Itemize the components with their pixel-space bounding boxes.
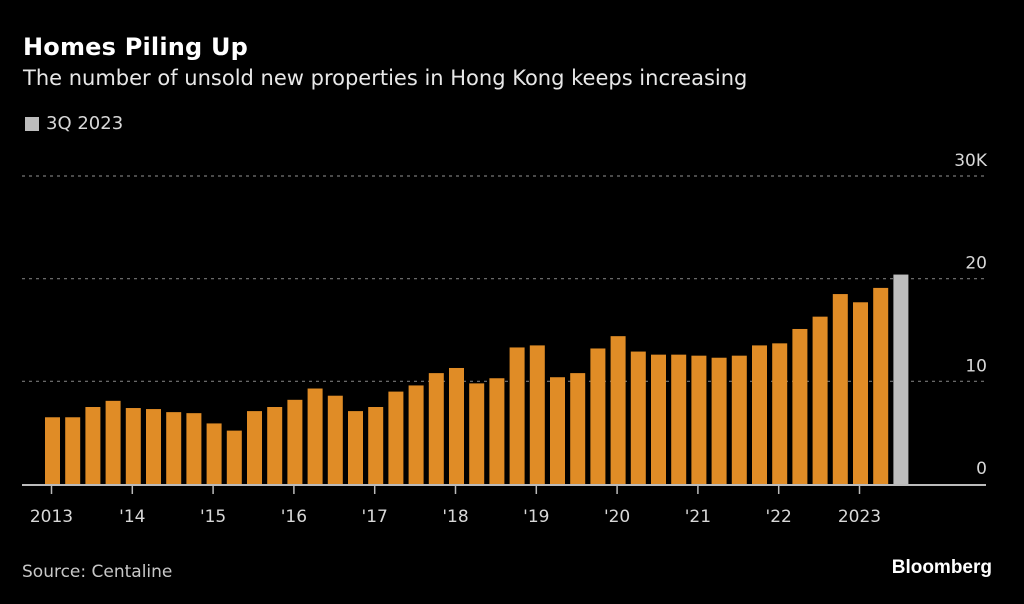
bar [550,377,565,484]
bar [590,348,606,484]
bar [772,343,788,484]
bar [226,430,242,484]
x-tick-label: '17 [362,507,388,527]
bar [792,328,808,484]
x-axis: 2013 '14 '15 '16 '17 '18 '19 '20 '21 '22 2023 [22,484,986,527]
bar-highlight [893,274,909,484]
bar [327,395,343,484]
bar [287,399,303,484]
bar [853,302,868,484]
bar [166,412,182,484]
x-tick-label: '19 [523,507,549,527]
bar [529,345,545,484]
bar [731,355,747,484]
bar [206,423,222,484]
y-axis: 0 10 20 30K [954,151,988,479]
x-tick-label: '14 [119,507,145,527]
bar [449,367,464,484]
bar [691,355,707,484]
bars [45,274,909,484]
bar [348,411,363,484]
x-tick-label: '16 [281,507,307,527]
bar [832,294,848,484]
bar [45,417,60,484]
source-note: Source: Centaline [22,562,173,582]
bar [873,287,889,484]
bar [630,351,646,484]
chart-subtitle: The number of unsold new properties in H… [23,66,748,90]
bar [509,347,525,484]
bar [671,354,687,484]
x-tick-label: '22 [766,507,792,527]
bar [85,407,101,484]
x-tick-label: '21 [685,507,711,527]
bar [752,345,767,484]
bar [408,385,424,484]
bar [105,400,121,484]
bar [146,409,161,484]
bar [307,388,323,484]
bar [711,357,727,484]
x-tick-label: '15 [200,507,226,527]
bar [267,407,283,484]
x-tick-label: 2023 [838,507,881,527]
chart-title: Homes Piling Up [23,33,249,61]
y-tick-label: 20 [965,254,987,274]
legend: 3Q 2023 [25,113,123,134]
bar [570,373,586,484]
bar [388,391,404,484]
y-tick-label: 0 [976,459,987,479]
bar [125,408,141,484]
bar [469,383,485,484]
bar [489,378,505,484]
bloomberg-logo: Bloomberg [891,557,992,578]
y-tick-label: 10 [965,356,987,376]
legend-swatch [25,116,39,131]
x-tick-label: '18 [442,507,468,527]
bar [247,411,262,484]
bar [812,316,828,484]
bar [651,354,666,484]
x-tick-label: '20 [604,507,630,527]
x-tick-label: 2013 [30,507,73,527]
legend-label: 3Q 2023 [46,113,124,134]
bar [610,336,626,484]
bar [186,413,202,484]
bar [65,417,81,484]
y-tick-label: 30K [954,151,988,171]
bar [368,407,384,484]
bar [428,373,444,484]
